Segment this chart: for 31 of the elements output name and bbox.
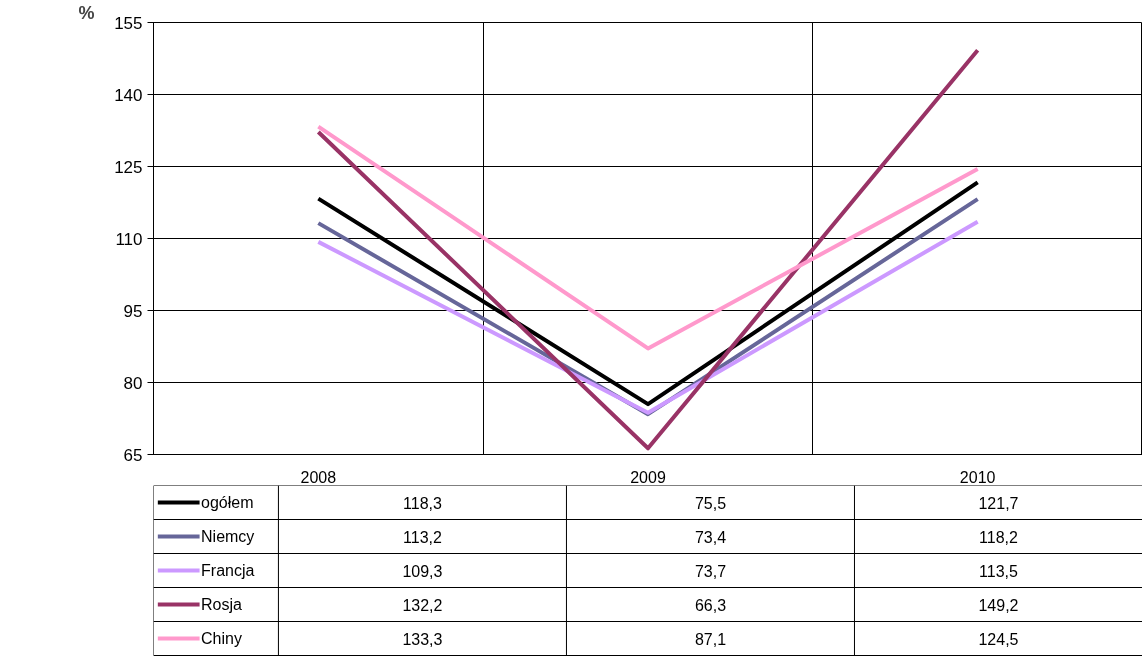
data-label: 118,3 bbox=[403, 494, 442, 512]
data-label: 124,5 bbox=[978, 630, 1019, 648]
data-label: 118,2 bbox=[979, 528, 1019, 546]
data-label: 73,7 bbox=[694, 562, 727, 580]
data-label: 109,3 bbox=[402, 562, 443, 580]
data-label: 75,5 bbox=[694, 494, 727, 512]
data-label: 66,3 bbox=[694, 596, 727, 614]
data-label: 73,4 bbox=[694, 528, 727, 546]
legend-label: Niemcy bbox=[201, 528, 255, 545]
legend-label: ogółem bbox=[201, 494, 254, 511]
data-label: 133,3 bbox=[402, 630, 443, 648]
data-label: 132,2 bbox=[402, 596, 443, 614]
x-tick-label: 2009 bbox=[630, 468, 666, 486]
y-tick-label: 155 bbox=[114, 13, 143, 33]
x-tick-label: 2008 bbox=[300, 468, 337, 486]
y-axis-title: % bbox=[78, 2, 95, 23]
y-tick-label: 140 bbox=[114, 85, 143, 105]
legend-label: Francja bbox=[201, 562, 255, 579]
data-label: 87,1 bbox=[694, 630, 727, 648]
data-label: 121,7 bbox=[978, 494, 1019, 512]
x-tick-label: 2010 bbox=[959, 468, 996, 486]
y-tick-label: 80 bbox=[123, 373, 143, 393]
y-tick-label: 95 bbox=[123, 301, 143, 321]
legend-label: Rosja bbox=[201, 596, 243, 613]
data-label: 113,2 bbox=[403, 528, 442, 546]
data-label: 113,5 bbox=[979, 562, 1019, 580]
legend-label: Chiny bbox=[201, 630, 242, 647]
y-tick-label: 125 bbox=[114, 157, 143, 177]
y-tick-label: 110 bbox=[115, 229, 143, 249]
data-label: 149,2 bbox=[978, 596, 1019, 614]
y-tick-label: 65 bbox=[123, 445, 143, 465]
